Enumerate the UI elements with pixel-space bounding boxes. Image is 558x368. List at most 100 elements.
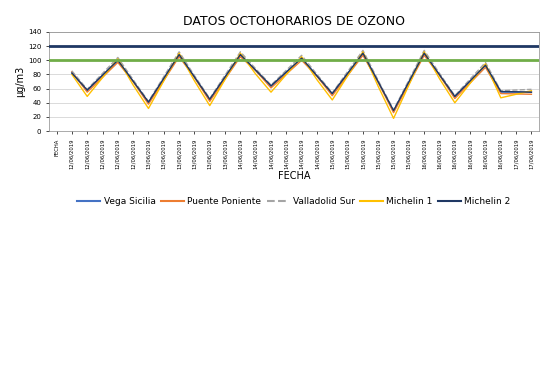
Valladolid Sur (114, 55, 121, 60)
Puente Poniente (359, 53, 366, 57)
Puente Poniente (84, 90, 90, 94)
Valladolid Sur (329, 91, 336, 95)
Puente Poniente (528, 92, 535, 96)
Michelin 2 (482, 63, 489, 67)
Michelin 1 (375, 84, 382, 89)
Puente Poniente (390, 110, 397, 115)
Puente Poniente (191, 75, 198, 79)
Valladolid Sur (161, 74, 167, 79)
Michelin 1 (406, 83, 412, 87)
Michelin 1 (99, 75, 106, 80)
Vega Sicilia (176, 52, 182, 57)
Vega Sicilia (114, 58, 121, 63)
Vega Sicilia (329, 92, 336, 96)
Puente Poniente (176, 54, 182, 59)
Vega Sicilia (145, 100, 152, 105)
Puente Poniente (482, 65, 489, 70)
Vega Sicilia (99, 73, 106, 78)
Michelin 1 (84, 94, 90, 99)
Michelin 1 (497, 96, 504, 100)
Michelin 1 (528, 89, 535, 93)
Valladolid Sur (252, 67, 259, 71)
Michelin 2 (222, 75, 228, 79)
Michelin 2 (359, 51, 366, 56)
Line: Michelin 1: Michelin 1 (72, 52, 531, 118)
Michelin 2 (69, 71, 75, 75)
Vega Sicilia (191, 75, 198, 79)
X-axis label: FECHA: FECHA (278, 171, 310, 181)
Vega Sicilia (375, 80, 382, 84)
Valladolid Sur (359, 48, 366, 53)
Valladolid Sur (176, 50, 182, 54)
Michelin 1 (252, 72, 259, 76)
Valladolid Sur (528, 87, 535, 92)
Michelin 2 (513, 89, 519, 94)
Michelin 1 (206, 103, 213, 108)
Valladolid Sur (99, 71, 106, 75)
Valladolid Sur (390, 108, 397, 112)
Vega Sicilia (84, 89, 90, 93)
Vega Sicilia (222, 75, 228, 79)
Puente Poniente (497, 91, 504, 96)
Vega Sicilia (268, 84, 275, 89)
Michelin 1 (344, 74, 351, 78)
Michelin 1 (436, 77, 443, 81)
Puente Poniente (344, 73, 351, 78)
Michelin 2 (314, 74, 320, 78)
Michelin 2 (237, 52, 244, 57)
Michelin 2 (99, 73, 106, 77)
Michelin 2 (191, 75, 198, 79)
Puente Poniente (299, 58, 305, 63)
Michelin 2 (375, 80, 382, 84)
Puente Poniente (206, 99, 213, 103)
Valladolid Sur (451, 93, 458, 98)
Valladolid Sur (237, 50, 244, 54)
Line: Valladolid Sur: Valladolid Sur (72, 50, 531, 110)
Michelin 1 (222, 77, 228, 82)
Vega Sicilia (69, 71, 75, 75)
Michelin 2 (344, 71, 351, 75)
Puente Poniente (513, 92, 519, 96)
Valladolid Sur (145, 99, 152, 103)
Valladolid Sur (222, 73, 228, 77)
Michelin 1 (451, 100, 458, 105)
Puente Poniente (283, 72, 290, 76)
Michelin 2 (161, 76, 167, 81)
Vega Sicilia (482, 63, 489, 67)
Puente Poniente (252, 68, 259, 73)
Vega Sicilia (299, 56, 305, 60)
Vega Sicilia (359, 51, 366, 56)
Michelin 2 (528, 90, 535, 94)
Valladolid Sur (497, 89, 504, 93)
Vega Sicilia (406, 80, 412, 84)
Puente Poniente (467, 81, 474, 85)
Valladolid Sur (268, 83, 275, 87)
Puente Poniente (161, 78, 167, 83)
Vega Sicilia (237, 52, 244, 57)
Valladolid Sur (206, 96, 213, 101)
Valladolid Sur (283, 68, 290, 72)
Michelin 1 (114, 57, 121, 61)
Michelin 1 (191, 79, 198, 83)
Valladolid Sur (84, 87, 90, 92)
Vega Sicilia (206, 98, 213, 102)
Vega Sicilia (252, 68, 259, 73)
Valladolid Sur (421, 48, 427, 53)
Valladolid Sur (436, 71, 443, 75)
Michelin 2 (84, 88, 90, 92)
Puente Poniente (69, 70, 75, 74)
Puente Poniente (237, 54, 244, 59)
Michelin 2 (436, 72, 443, 77)
Line: Puente Poniente: Puente Poniente (72, 55, 531, 113)
Michelin 2 (329, 91, 336, 96)
Michelin 2 (268, 84, 275, 88)
Puente Poniente (329, 93, 336, 98)
Line: Michelin 2: Michelin 2 (72, 53, 531, 110)
Puente Poniente (130, 79, 137, 84)
Vega Sicilia (528, 90, 535, 94)
Puente Poniente (114, 60, 121, 65)
Michelin 1 (513, 92, 519, 96)
Vega Sicilia (283, 70, 290, 75)
Vega Sicilia (451, 95, 458, 99)
Y-axis label: μg/m3: μg/m3 (15, 66, 25, 97)
